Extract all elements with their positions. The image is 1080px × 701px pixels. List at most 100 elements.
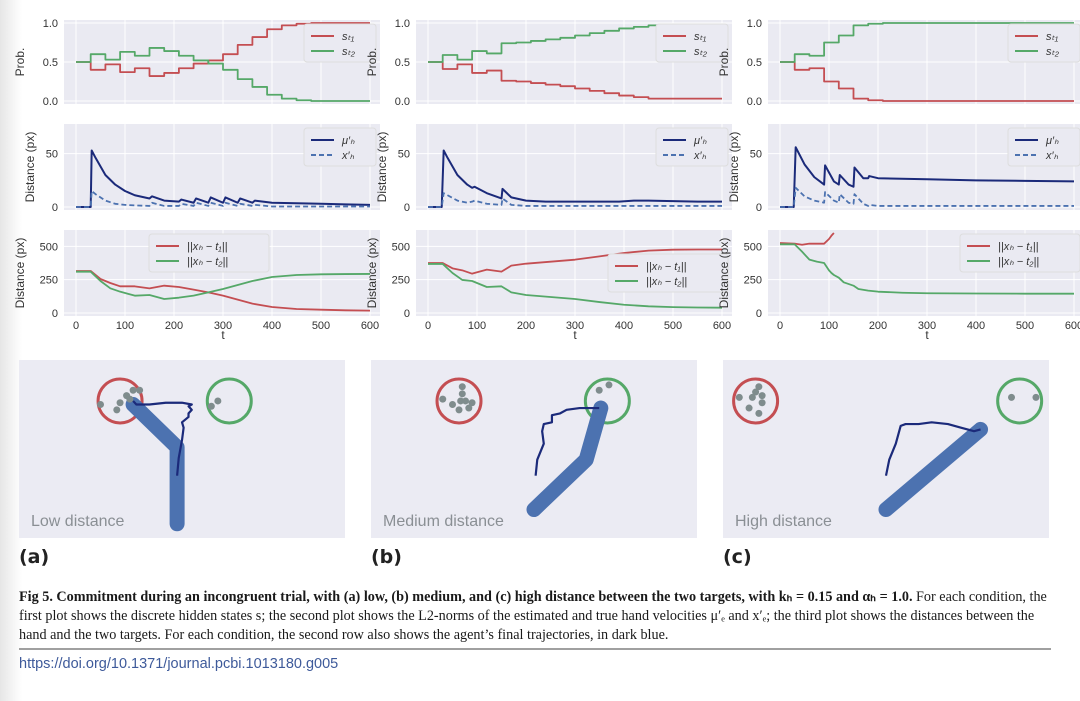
hand-position-dot — [755, 383, 763, 391]
chart-c-row2: 0 50 Distance (px) μ′ₕ x′ₕ — [727, 124, 1080, 214]
legend-label: ||xₕ − t₁|| — [187, 241, 228, 253]
arm-trajectory — [526, 400, 609, 518]
y-tick-label: 0 — [52, 308, 58, 320]
legend-label: ||xₕ − t₂|| — [998, 256, 1039, 268]
hand-position-dot — [457, 397, 465, 405]
y-tick-label: 0.5 — [395, 57, 410, 69]
legend-label: x′ₕ — [341, 150, 355, 162]
series-line-x_h_prime — [76, 190, 370, 208]
x-tick-label: 100 — [468, 320, 486, 332]
legend-box — [1007, 23, 1080, 63]
hand-position-dot — [595, 386, 603, 394]
x-tick-label: 200 — [517, 320, 535, 332]
series-line-s_t1 — [780, 61, 1074, 102]
panel-label-c: (c) — [723, 546, 752, 568]
y-tick-label: 1.0 — [43, 18, 58, 30]
trajectory-panel-c: High distance — [723, 360, 1049, 538]
series-line-s_t2 — [76, 47, 370, 102]
hand-position-dot — [214, 397, 222, 405]
caption-divider — [19, 648, 1051, 650]
legend-box — [607, 253, 729, 293]
hand-position-dot — [455, 406, 463, 414]
x-tick-label: 500 — [1016, 320, 1034, 332]
hand-position-dot — [207, 402, 215, 410]
series-line-mu_h_prime — [428, 149, 722, 208]
y-tick-label: 500 — [40, 241, 58, 253]
chart-b-row1: 0.0 0.5 1.0 Prob. sₜ₁ sₜ₂ — [365, 18, 732, 108]
x-tick-label: 300 — [566, 320, 584, 332]
hand-position-dot — [748, 393, 756, 401]
legend-label: sₜ₂ — [342, 46, 356, 58]
agent-trajectory — [534, 406, 600, 476]
x-tick-label: 500 — [312, 320, 330, 332]
x-axis-label: t — [573, 328, 577, 342]
chart-a-row3: 0 250 500 Distance (px) 0 100 200 300 400 500 600 t… — [13, 230, 380, 342]
legend-label: x′ₕ — [693, 150, 707, 162]
hand-position-dot — [605, 381, 613, 389]
agent-trajectory — [132, 400, 193, 476]
hand-position-dot — [449, 401, 456, 408]
legend-label: sₜ₁ — [694, 31, 707, 43]
x-axis-label: t — [925, 328, 929, 342]
hand-position-dot — [129, 386, 137, 394]
series-line-mu_h_prime — [780, 146, 1075, 208]
series-line-dist_t2 — [780, 243, 1074, 295]
x-tick-label: 200 — [869, 320, 887, 332]
legend-label: sₜ₂ — [694, 46, 708, 58]
y-axis-label: Prob. — [717, 48, 731, 77]
panel-label-a: (a) — [19, 546, 50, 568]
hand-position-dot — [458, 390, 466, 398]
y-tick-label: 0 — [756, 202, 762, 214]
y-axis-label: Distance (px) — [365, 238, 379, 309]
y-axis-label: Prob. — [365, 48, 379, 77]
series-line-dist_t2 — [76, 270, 371, 300]
y-axis-label: Distance (px) — [717, 238, 731, 309]
chart-c-row3: 0 250 500 Distance (px) 0 100 200 300 400 500 600 t… — [717, 230, 1080, 342]
y-tick-label: 250 — [744, 275, 762, 287]
x-tick-label: 600 — [713, 320, 731, 332]
series-line-s_t2 — [780, 22, 1074, 63]
x-tick-label: 400 — [263, 320, 281, 332]
legend-box — [148, 233, 270, 273]
target-1-circle — [435, 377, 483, 425]
x-tick-label: 400 — [967, 320, 985, 332]
x-tick-label: 500 — [664, 320, 682, 332]
hand-position-dot — [439, 395, 447, 403]
legend-box — [959, 233, 1080, 273]
y-tick-label: 250 — [392, 275, 410, 287]
hand-position-dot — [758, 399, 766, 407]
y-axis-label: Distance (px) — [23, 132, 37, 203]
y-tick-label: 0 — [404, 202, 410, 214]
y-tick-label: 500 — [744, 241, 762, 253]
chart-b-row2: 0 50 Distance (px) μ′ₕ x′ₕ — [375, 124, 732, 214]
condition-label: High distance — [735, 513, 832, 530]
legend-label: x′ₕ — [1045, 150, 1059, 162]
x-tick-label: 300 — [918, 320, 936, 332]
series-line-x_h_prime — [428, 192, 722, 208]
doi-link[interactable]: https://doi.org/10.1371/journal.pcbi.101… — [19, 656, 339, 672]
legend-box — [303, 127, 377, 167]
agent-trajectory — [884, 421, 981, 476]
series-line-dist_t1 — [76, 270, 371, 312]
series-line-s_t1 — [428, 61, 722, 100]
y-tick-label: 50 — [46, 149, 58, 161]
x-tick-label: 600 — [361, 320, 379, 332]
hand-position-dot — [752, 388, 760, 396]
y-tick-label: 0 — [756, 308, 762, 320]
legend-label: μ′ₕ — [1045, 135, 1059, 147]
trajectory-panel-a: Low distance — [19, 360, 345, 538]
y-tick-label: 500 — [392, 241, 410, 253]
legend-box — [655, 23, 729, 63]
series-line-s_t2 — [428, 24, 722, 63]
series-line-dist_t2 — [428, 263, 723, 309]
y-tick-label: 50 — [398, 149, 410, 161]
y-axis-label: Distance (px) — [727, 132, 741, 203]
y-axis-label: Distance (px) — [375, 132, 389, 203]
x-tick-label: 100 — [820, 320, 838, 332]
figure-caption: Fig 5. Commitment during an incongruent … — [19, 588, 1059, 645]
x-tick-label: 300 — [214, 320, 232, 332]
legend-label: ||xₕ − t₁|| — [998, 241, 1039, 253]
hand-position-dot — [758, 392, 766, 400]
y-tick-label: 1.0 — [395, 18, 410, 30]
hand-position-dot — [468, 399, 476, 407]
